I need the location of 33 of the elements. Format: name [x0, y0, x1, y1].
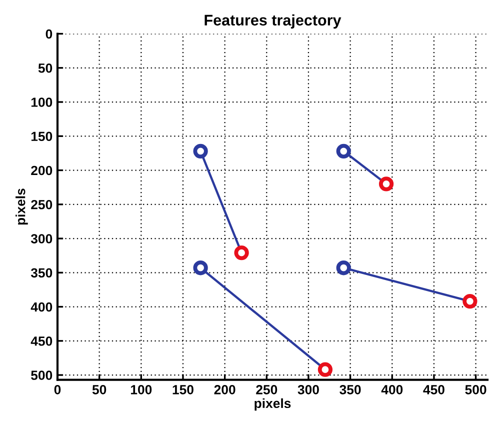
x-tick-label: 100 [130, 385, 152, 394]
x-tick-label: 350 [340, 385, 361, 394]
y-tick-label: 350 [30, 268, 52, 278]
x-tick-label: 250 [256, 385, 278, 394]
x-tick-label: 450 [423, 385, 444, 394]
y-tick-label: 200 [31, 166, 52, 176]
x-axis-title: pixels [254, 398, 291, 411]
y-tick-label: 400 [30, 302, 52, 312]
x-tick-label: 0 [54, 385, 61, 394]
x-tick-label: 300 [298, 385, 319, 394]
point [378, 176, 394, 192]
y-tick-label: 150 [31, 132, 52, 142]
point [462, 294, 478, 309]
x-tick-label: 400 [381, 385, 403, 394]
x-tick-label: 200 [214, 385, 236, 394]
y-tick-label: 500 [31, 370, 52, 380]
y-tick-label: 100 [31, 98, 52, 107]
y-tick-label: 250 [31, 200, 52, 210]
point [336, 144, 351, 158]
point [336, 260, 351, 276]
point [193, 144, 208, 158]
point [193, 260, 208, 276]
y-tick-label: 450 [30, 336, 52, 346]
point [318, 362, 333, 377]
x-tick-label: 500 [465, 385, 486, 394]
chart-title: Features trajectory [204, 14, 342, 29]
point [234, 246, 249, 260]
y-tick-label: 0 [46, 29, 52, 39]
y-tick-label: 300 [30, 234, 52, 244]
y-axis-title: pixels [16, 188, 28, 225]
x-tick-label: 150 [172, 385, 194, 394]
x-tick-label: 50 [92, 385, 106, 394]
y-tick-label: 50 [38, 63, 52, 73]
